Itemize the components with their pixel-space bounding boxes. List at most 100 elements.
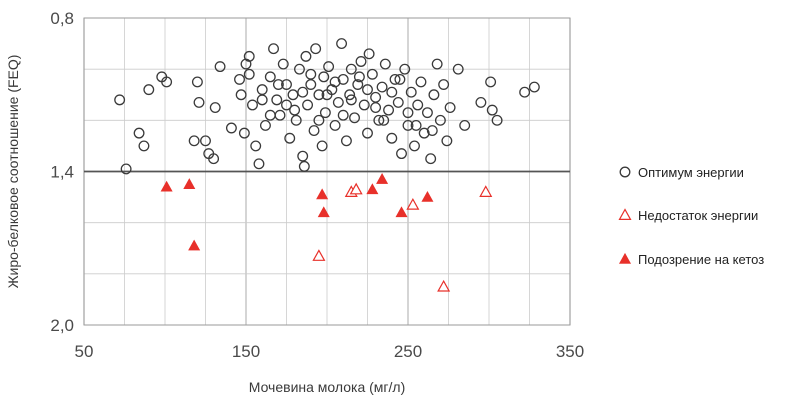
y-tick-label: 2,0: [50, 316, 74, 335]
data-point: [323, 61, 335, 73]
data-point: [402, 119, 414, 131]
data-point: [238, 127, 250, 139]
data-point: [313, 114, 325, 126]
data-point: [332, 96, 344, 108]
data-point: [337, 109, 349, 121]
data-point: [287, 89, 299, 101]
data-point: [243, 50, 255, 62]
data-point: [297, 150, 309, 162]
data-point: [302, 99, 314, 111]
data-point: [426, 125, 438, 137]
data-point: [434, 114, 446, 126]
data-point: [345, 94, 357, 106]
data-point: [268, 43, 279, 55]
data-point: [318, 71, 330, 83]
data-point: [444, 102, 456, 113]
data-point: [438, 79, 450, 90]
data-point: [235, 89, 247, 101]
legend-label: Оптимум энергии: [638, 165, 744, 180]
data-point: [475, 96, 487, 108]
data-point: [305, 68, 317, 80]
data-point: [402, 107, 414, 119]
data-point: [340, 135, 352, 147]
data-point: [428, 89, 440, 101]
legend-label: Недостаток энергии: [638, 208, 758, 223]
data-point: [253, 158, 265, 170]
data-point: [250, 140, 262, 152]
data-point: [491, 114, 503, 126]
data-point: [143, 84, 155, 96]
x-tick-label: 350: [556, 342, 584, 361]
data-point: [284, 132, 296, 144]
data-point: [294, 63, 305, 75]
data-point: [138, 140, 150, 152]
y-axis-label: Жиро-белковое соотношение (FEQ): [5, 55, 21, 289]
data-point: [243, 68, 255, 80]
data-point: [405, 86, 417, 98]
data-point: [297, 86, 309, 98]
data-point: [264, 109, 276, 121]
data-point: [459, 119, 471, 131]
data-point: [160, 180, 173, 192]
data-point: [376, 81, 388, 93]
data-point: [362, 127, 373, 139]
data-point: [395, 206, 408, 218]
data-point: [188, 239, 201, 251]
data-point: [479, 185, 493, 197]
data-point: [355, 56, 367, 67]
data-point: [352, 79, 364, 90]
data-point: [208, 153, 220, 165]
data-point: [386, 132, 398, 144]
data-point: [345, 63, 357, 75]
data-point: [310, 43, 322, 55]
x-tick-label: 250: [394, 342, 422, 361]
data-point: [281, 79, 292, 90]
data-point: [431, 58, 443, 70]
data-point: [234, 73, 245, 85]
data-point: [264, 71, 276, 83]
data-point: [312, 249, 326, 261]
data-point: [120, 163, 132, 175]
data-point: [406, 198, 420, 210]
data-point: [316, 188, 329, 200]
data-point: [300, 50, 312, 62]
legend-marker: [618, 252, 632, 264]
data-point: [399, 63, 411, 75]
data-point: [209, 102, 221, 113]
data-point: [193, 96, 205, 108]
data-point: [329, 76, 341, 88]
data-point: [441, 135, 453, 147]
data-point: [336, 38, 348, 50]
data-point: [349, 112, 360, 124]
data-point: [225, 122, 237, 134]
data-point: [271, 94, 283, 106]
x-axis-label: Мочевина молока (мг/л): [249, 379, 405, 395]
data-point: [415, 76, 427, 88]
data-point: [366, 68, 378, 80]
data-point: [412, 99, 424, 111]
data-point: [370, 102, 382, 113]
data-point: [373, 114, 385, 126]
data-point: [313, 89, 325, 101]
data-point: [353, 71, 365, 83]
data-point: [528, 81, 540, 93]
data-point: [316, 140, 328, 152]
data-point: [344, 89, 356, 101]
data-point: [308, 125, 320, 137]
legend-marker: [618, 208, 632, 220]
data-point: [290, 114, 302, 126]
data-point: [188, 135, 200, 147]
data-point: [321, 89, 333, 101]
data-point: [114, 94, 126, 106]
data-point: [247, 99, 258, 111]
data-point: [486, 104, 498, 116]
data-point: [379, 58, 391, 70]
data-point: [329, 119, 341, 131]
grid: [83, 17, 571, 326]
data-point: [519, 86, 531, 98]
data-point: [386, 86, 398, 98]
data-point: [378, 114, 390, 126]
data-point: [289, 104, 301, 116]
data-point: [161, 76, 173, 88]
